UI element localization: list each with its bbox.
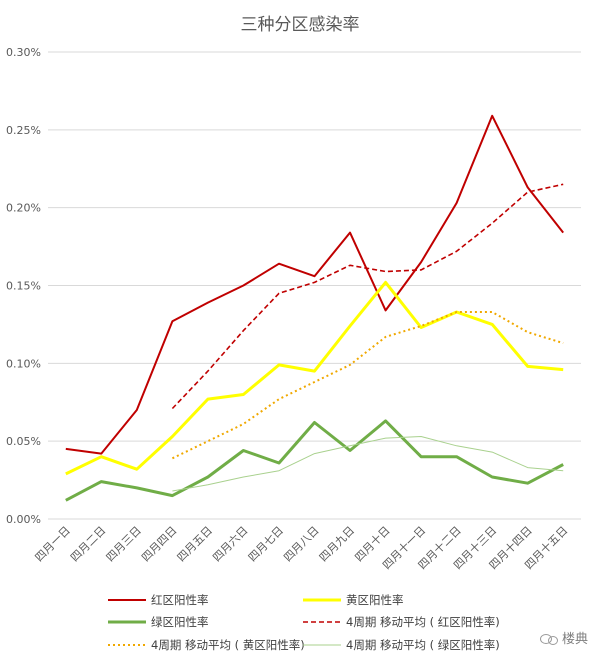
y-tick-label: 0.25% — [6, 124, 41, 137]
series-line-4 — [171, 183, 564, 410]
chart-title: 三种分区感染率 — [240, 15, 360, 35]
legend-label-2: 黄区阳性率 — [346, 593, 404, 607]
x-tick-label: 四月九日 — [317, 524, 357, 564]
x-tick-label: 四月三日 — [104, 524, 144, 564]
x-tick-label: 四月七日 — [246, 524, 286, 564]
watermark-text: 楼典 — [561, 632, 588, 647]
y-tick-label: 0.00% — [6, 513, 41, 526]
legend-label-5: 4周期 移动平均 ( 黄区阳性率) — [151, 638, 305, 652]
legend-label-4: 4周期 移动平均 ( 红区阳性率) — [346, 615, 500, 629]
x-tick-label: 四月八日 — [281, 524, 321, 564]
y-tick-label: 0.15% — [6, 280, 41, 293]
y-tick-label: 0.30% — [6, 46, 41, 59]
legend-label-6: 4周期 移动平均 ( 绿区阳性率) — [346, 638, 500, 652]
watermark: 楼典 — [539, 628, 588, 647]
series-line-1 — [65, 114, 564, 455]
x-tick-label: 四月五日 — [175, 524, 215, 564]
x-tick-label: 四月二日 — [68, 524, 108, 564]
y-tick-label: 0.20% — [6, 202, 41, 215]
x-tick-label: 四月六日 — [210, 524, 250, 564]
y-tick-label: 0.05% — [6, 435, 41, 448]
legend-label-1: 红区阳性率 — [151, 593, 209, 607]
y-tick-label: 0.10% — [6, 357, 41, 370]
series-line-3 — [65, 419, 564, 502]
wechat-icon — [539, 632, 558, 645]
x-tick-label: 四月一日 — [33, 524, 73, 564]
series-line-6 — [172, 436, 564, 492]
series-line-2 — [65, 280, 564, 476]
legend-label-3: 绿区阳性率 — [151, 615, 209, 629]
x-tick-label: 四月四日 — [139, 524, 179, 564]
